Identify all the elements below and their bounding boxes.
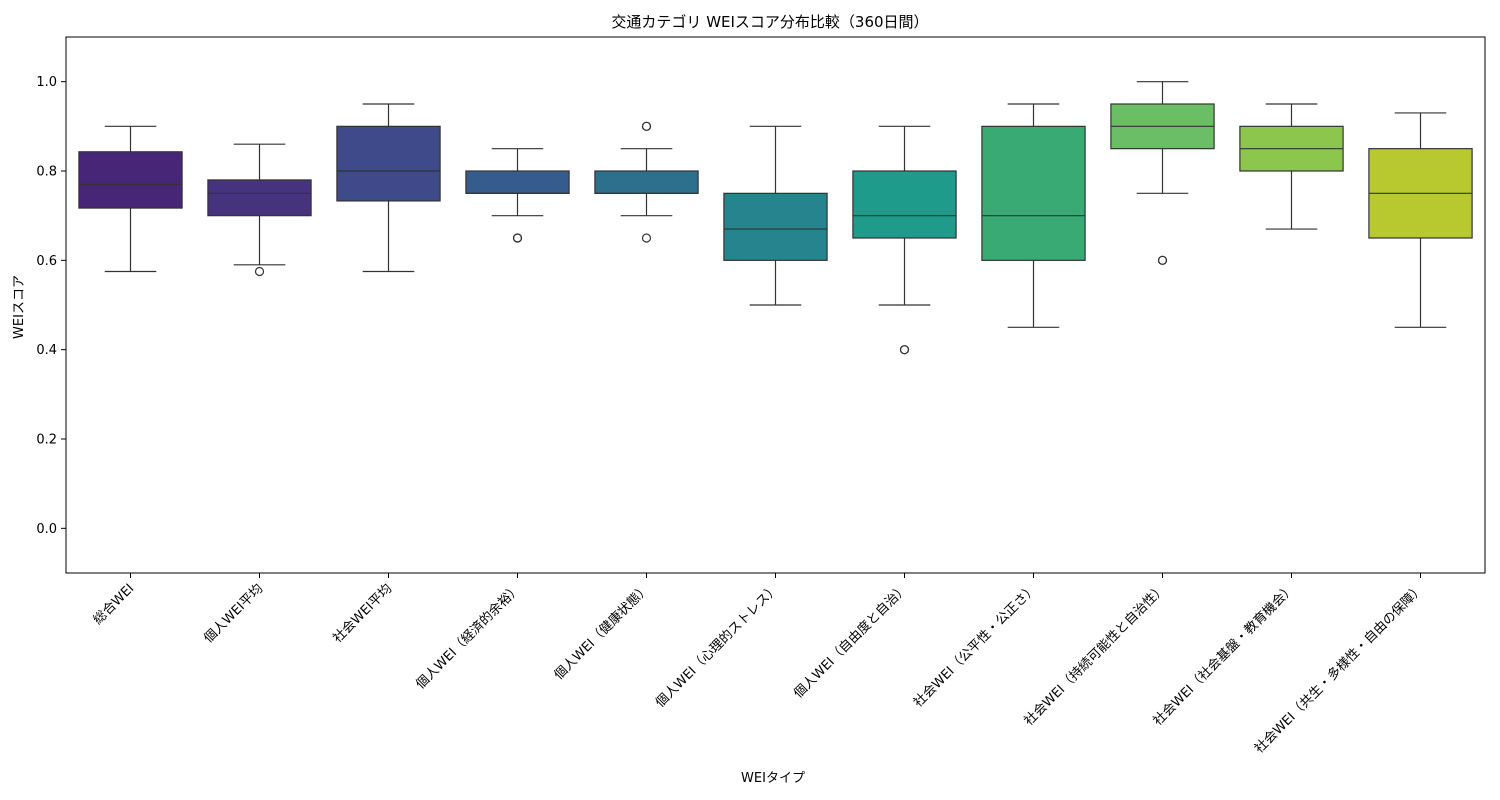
box-4: [465, 148, 570, 243]
x-tick-label: 個人WEI（健康状態）: [551, 581, 653, 683]
y-tick-label: 0.0: [36, 522, 57, 537]
box-3: [336, 103, 441, 273]
outlier-point: [641, 233, 652, 243]
box-7: [852, 125, 957, 355]
box-11: [1368, 112, 1473, 328]
box-1: [78, 125, 183, 273]
outlier-point: [512, 233, 523, 243]
outlier-point: [899, 345, 910, 355]
x-tick-label: 社会WEI（社会基盤・教育機会）: [1150, 581, 1298, 729]
chart-title: 交通カテゴリ WEIスコア分布比較（360日間）: [611, 13, 928, 31]
box-9: [1110, 81, 1215, 265]
x-tick-label: 個人WEI（経済的余裕）: [413, 581, 525, 693]
box-iqr: [465, 170, 570, 194]
x-axis-label: WEIタイプ: [741, 771, 805, 786]
box-iqr: [852, 170, 957, 239]
box-8: [981, 103, 1086, 328]
y-tick-label: 0.6: [36, 254, 57, 269]
box-6: [723, 125, 828, 306]
x-tick-label: 社会WEI平均: [330, 581, 396, 647]
box-iqr: [207, 179, 312, 217]
y-tick-label: 0.4: [36, 343, 57, 358]
box-iqr: [336, 125, 441, 202]
y-tick-label: 1.0: [36, 75, 57, 90]
y-axis: 0.0 0.2 0.4 0.6 0.8 1.0: [36, 75, 66, 537]
box-2: [207, 143, 312, 277]
outlier-point: [254, 266, 265, 277]
y-tick-label: 0.2: [36, 433, 57, 448]
outlier-point: [1157, 255, 1168, 265]
y-axis-label: WEIスコア: [12, 275, 27, 339]
x-axis: 総合WEI 個人WEI平均 社会WEI平均 個人WEI（経済的余裕） 個人WEI（健康状…: [91, 573, 1427, 757]
box-iqr: [78, 151, 183, 209]
x-tick-label: 個人WEI（自由度と自治）: [790, 581, 911, 702]
box-iqr: [981, 125, 1086, 261]
box-10: [1239, 103, 1344, 230]
box-iqr: [723, 192, 828, 261]
box-5: [594, 121, 699, 243]
box-iqr: [594, 170, 699, 194]
x-tick-label: 総合WEI: [91, 581, 138, 628]
x-tick-label: 社会WEI（公平性・公正さ）: [910, 581, 1040, 711]
x-tick-label: 社会WEI（持続可能性と自治性）: [1021, 581, 1169, 729]
outlier-point: [641, 121, 652, 131]
x-tick-label: 個人WEI（心理的ストレス）: [652, 581, 782, 711]
boxes-layer: [78, 81, 1473, 355]
y-tick-label: 0.8: [36, 165, 57, 180]
x-tick-label: 個人WEI平均: [201, 581, 266, 646]
